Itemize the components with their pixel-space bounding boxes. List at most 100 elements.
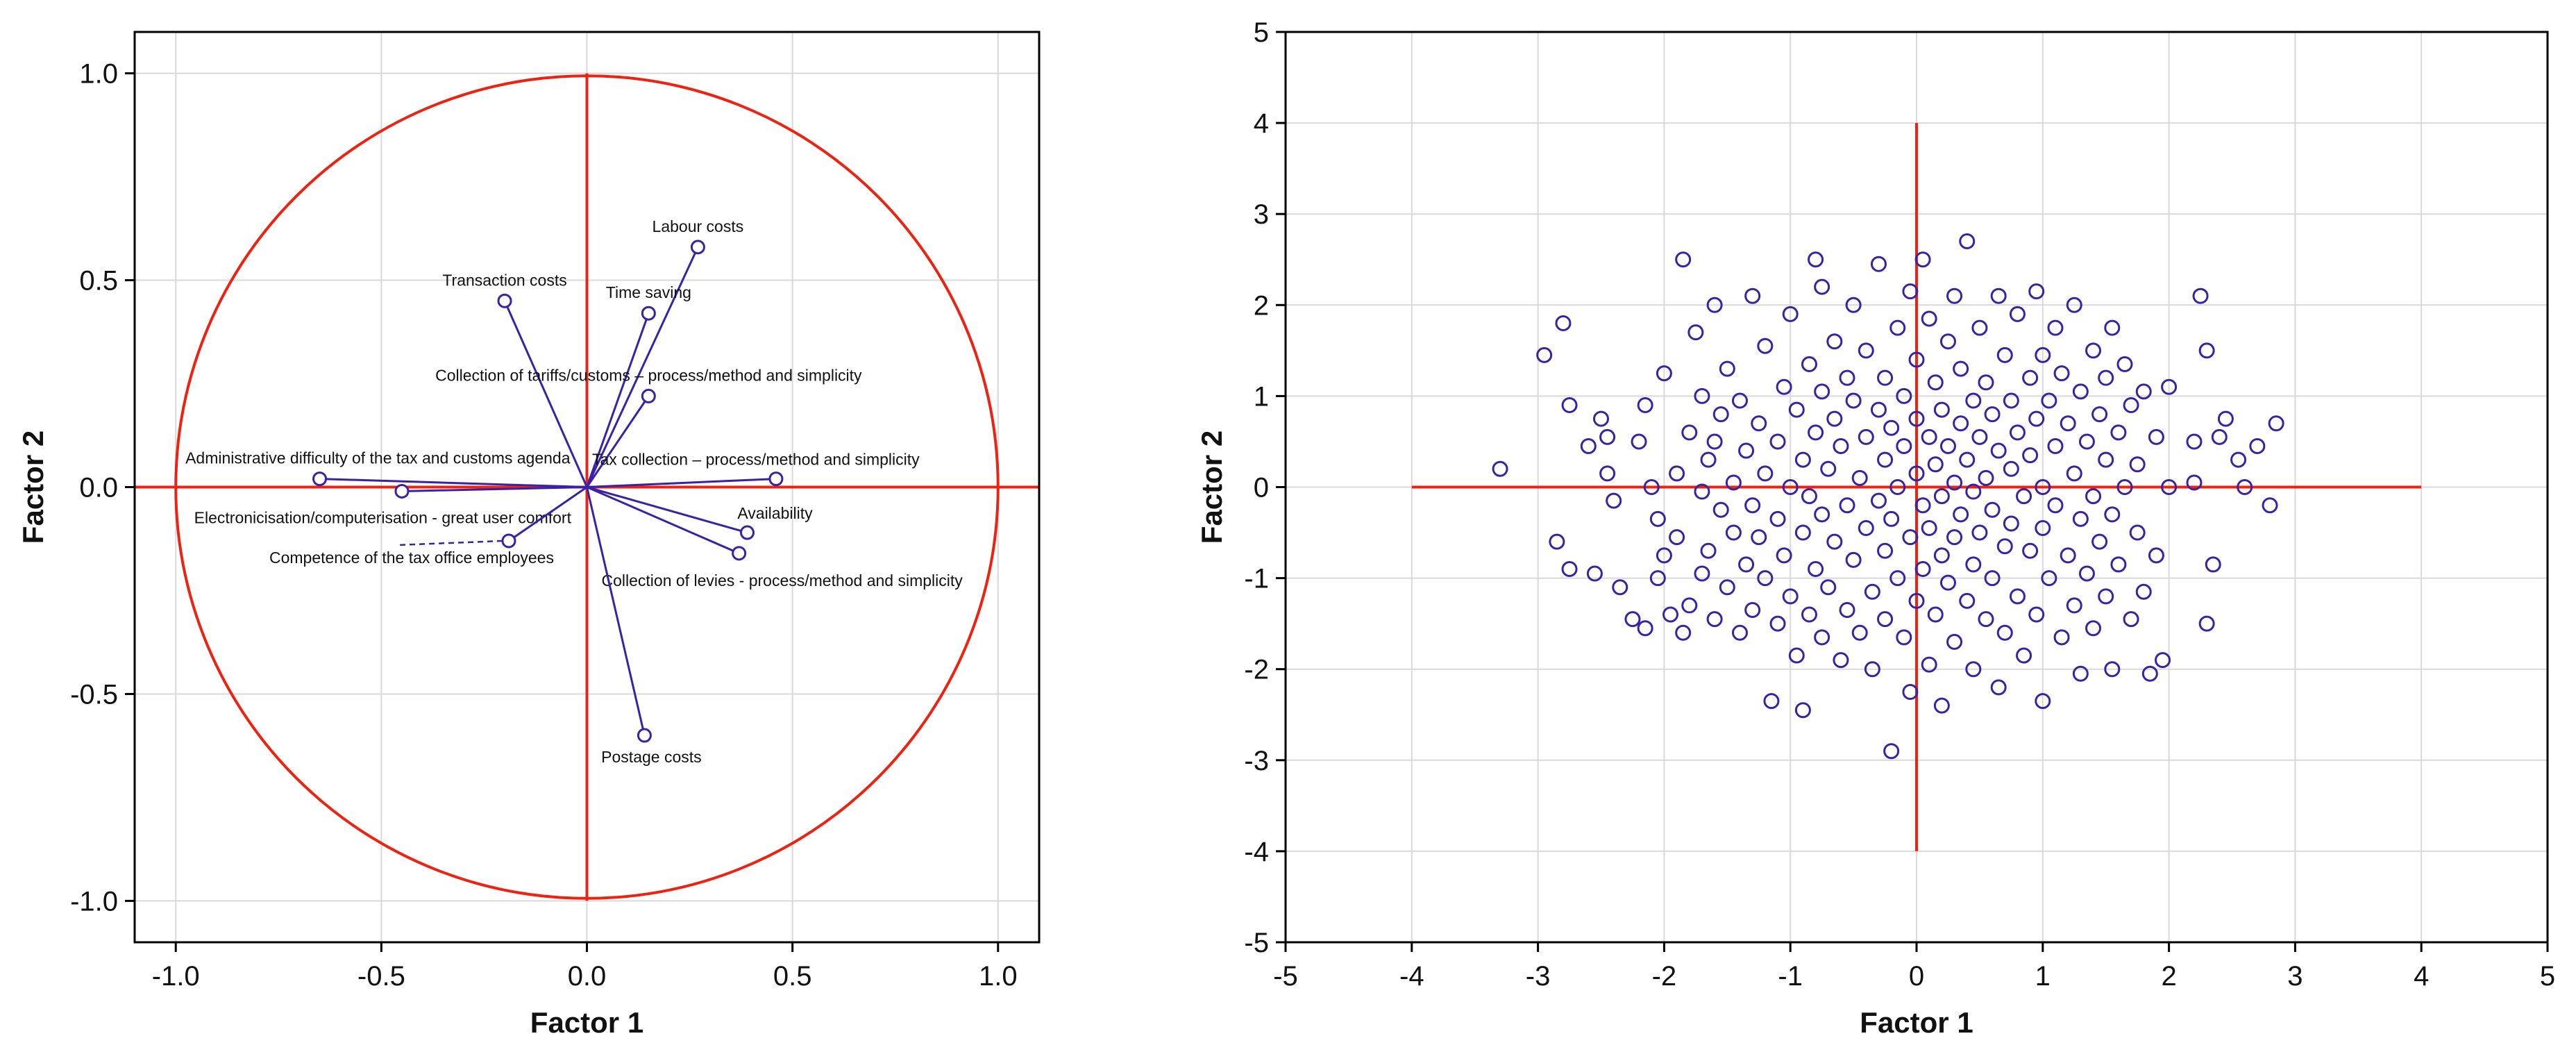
score-point bbox=[1612, 579, 1628, 596]
score-point bbox=[2047, 438, 2064, 455]
score-point bbox=[1631, 433, 1647, 450]
score-point bbox=[1656, 547, 1672, 564]
score-point bbox=[2091, 406, 2108, 423]
score-point bbox=[2211, 428, 2228, 445]
score-point bbox=[2035, 693, 2051, 710]
score-point bbox=[1801, 356, 1817, 373]
score-point bbox=[2072, 510, 2089, 527]
score-point bbox=[1939, 438, 1956, 455]
score-point bbox=[1794, 524, 1811, 541]
score-point bbox=[1599, 428, 1616, 445]
score-point bbox=[1864, 661, 1880, 678]
score-scatter-y-axis-title: Factor 2 bbox=[1195, 431, 1228, 544]
score-point bbox=[2098, 369, 2114, 386]
loading-plot-chart: -1.0 -0.5 0.0 0.5 1.0 -1.0 -0.5 0.0 0.5 1.0 Labou… bbox=[17, 31, 1041, 1039]
score-point bbox=[1927, 456, 1944, 473]
variable-label: Time saving bbox=[606, 283, 691, 301]
score-point bbox=[2085, 488, 2102, 505]
score-point bbox=[1731, 392, 1748, 409]
score-point bbox=[1706, 296, 1723, 313]
score-point bbox=[1877, 451, 1894, 468]
score-point bbox=[2028, 606, 2045, 623]
score-point bbox=[1908, 351, 1925, 368]
score-x-tick-label: 1 bbox=[2035, 961, 2051, 992]
score-point bbox=[2035, 479, 2051, 495]
loading-plot-x-axis-title: Factor 1 bbox=[530, 1006, 643, 1039]
score-point bbox=[1757, 570, 1774, 587]
loading-x-tick-label: 0.5 bbox=[773, 961, 812, 992]
score-point bbox=[2085, 620, 2102, 637]
score-point bbox=[1826, 333, 1843, 350]
score-point bbox=[1889, 319, 1906, 336]
score-point bbox=[2028, 410, 2045, 427]
score-point bbox=[1669, 529, 1685, 546]
score-point bbox=[1757, 465, 1774, 482]
score-point bbox=[1738, 442, 1755, 459]
score-point bbox=[1719, 579, 1735, 596]
score-point bbox=[1706, 611, 1723, 628]
score-point bbox=[1782, 306, 1799, 322]
score-point bbox=[2161, 479, 2178, 495]
loading-point bbox=[768, 471, 784, 487]
score-point bbox=[1933, 697, 1950, 714]
loading-vectors: Labour costs Transaction costs Time saving… bbox=[185, 217, 963, 766]
score-point bbox=[2035, 346, 2051, 363]
loading-x-tick-label: 1.0 bbox=[979, 961, 1018, 992]
score-point bbox=[1794, 702, 1811, 719]
score-point bbox=[1839, 369, 1855, 386]
score-point bbox=[2141, 665, 2158, 682]
score-point bbox=[1725, 474, 1742, 491]
score-point bbox=[1681, 424, 1698, 441]
loading-vector bbox=[587, 486, 748, 534]
score-point bbox=[1870, 401, 1887, 418]
score-point bbox=[2022, 369, 2039, 386]
loading-vector bbox=[586, 487, 646, 736]
score-point bbox=[1814, 506, 1830, 523]
score-point bbox=[1939, 574, 1956, 591]
loading-vector bbox=[503, 300, 588, 488]
score-point bbox=[2035, 519, 2051, 536]
score-point bbox=[1776, 378, 1792, 395]
score-point bbox=[2022, 447, 2039, 464]
score-point bbox=[2066, 597, 2082, 614]
score-point bbox=[1996, 346, 2013, 363]
score-point bbox=[1649, 570, 1666, 587]
score-point bbox=[2028, 283, 2045, 300]
score-point bbox=[1814, 278, 1830, 295]
score-point bbox=[1833, 652, 1849, 669]
score-point bbox=[2078, 565, 2095, 582]
score-point bbox=[2129, 524, 2146, 541]
score-point bbox=[1927, 374, 1944, 391]
score-point bbox=[1889, 570, 1906, 587]
score-point bbox=[1933, 547, 1950, 564]
score-point bbox=[2205, 556, 2221, 573]
score-point bbox=[1725, 524, 1742, 541]
loading-x-tick-label: 0.0 bbox=[568, 961, 607, 992]
score-point bbox=[2237, 479, 2253, 495]
score-point bbox=[1738, 556, 1755, 573]
score-y-tick-label: -3 bbox=[1244, 746, 1269, 776]
score-point bbox=[1914, 497, 1931, 514]
score-x-tick-label: 4 bbox=[2414, 961, 2429, 992]
score-y-tick-label: 5 bbox=[1254, 17, 1269, 48]
score-point bbox=[1883, 510, 1900, 527]
score-point bbox=[2186, 433, 2203, 450]
score-point bbox=[1769, 615, 1786, 632]
score-point bbox=[1593, 410, 1609, 427]
score-point bbox=[1845, 296, 1862, 313]
score-point bbox=[1649, 510, 1666, 527]
score-point bbox=[1883, 419, 1900, 436]
score-point bbox=[1870, 256, 1887, 272]
score-point bbox=[1662, 606, 1678, 623]
score-point bbox=[2072, 383, 2089, 400]
score-point bbox=[1845, 551, 1862, 568]
score-point bbox=[1694, 483, 1710, 500]
score-point bbox=[1656, 365, 1672, 382]
score-point bbox=[1870, 492, 1887, 509]
score-point bbox=[2230, 451, 2247, 468]
score-y-tick-label: 0 bbox=[1254, 473, 1269, 503]
score-scatter-ticks: -5 -4 -3 -2 -1 0 1 2 3 4 5 -5 -4 -3 -2 -1 0 1 2 3 4 5 bbox=[1244, 17, 2555, 992]
score-y-tick-label: -1 bbox=[1244, 564, 1269, 594]
score-point bbox=[1561, 397, 1578, 414]
